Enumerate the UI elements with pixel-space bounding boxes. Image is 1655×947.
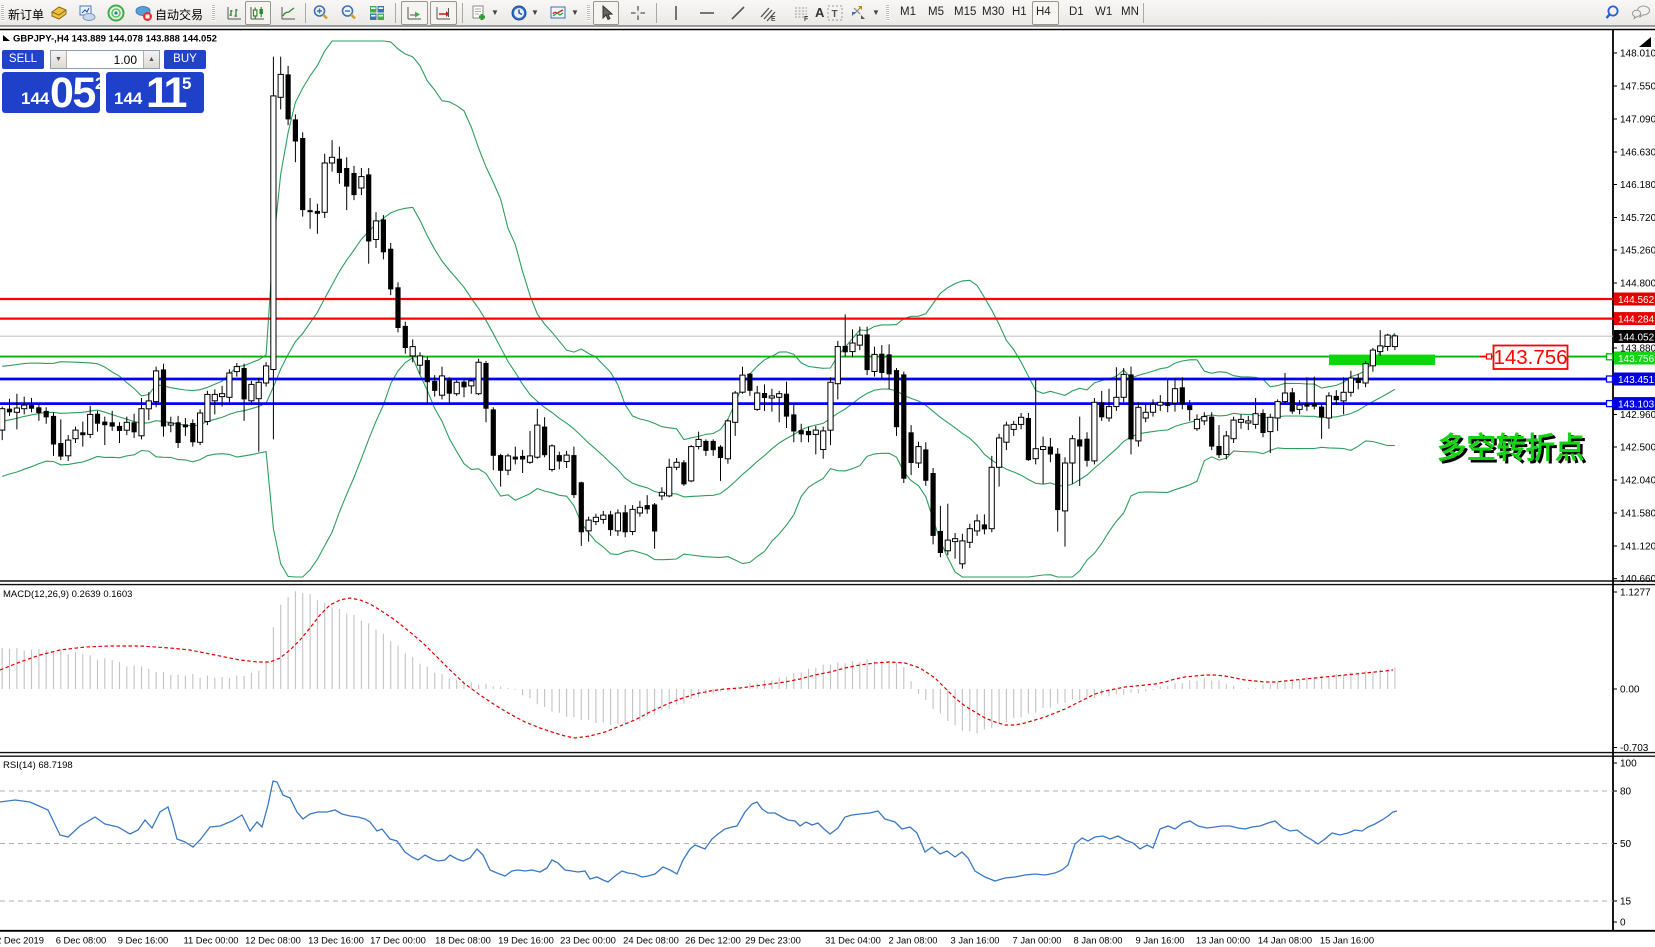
svg-text:50: 50 [1620,839,1632,850]
svg-text:11 Dec 00:00: 11 Dec 00:00 [183,935,238,946]
svg-text:23 Dec 00:00: 23 Dec 00:00 [560,935,616,946]
svg-text:14 Jan 08:00: 14 Jan 08:00 [1258,935,1312,946]
svg-text:19 Dec 16:00: 19 Dec 16:00 [498,935,554,946]
svg-text:143.756: 143.756 [1493,346,1567,369]
svg-text:142.040: 142.040 [1620,476,1655,487]
svg-text:143.451: 143.451 [1618,375,1655,386]
svg-text:141.580: 141.580 [1620,509,1655,520]
svg-text:2 Jan 08:00: 2 Jan 08:00 [889,935,938,946]
svg-text:145.260: 145.260 [1620,246,1655,257]
svg-text:9 Dec 16:00: 9 Dec 16:00 [118,935,169,946]
svg-text:144.052: 144.052 [1618,332,1655,343]
svg-text:0.00: 0.00 [1620,685,1640,696]
svg-text:144.562: 144.562 [1618,295,1655,306]
svg-text:146.630: 146.630 [1620,148,1655,159]
svg-text:7 Jan 00:00: 7 Jan 00:00 [1013,935,1062,946]
svg-text:GBPJPY-,H4 143.889 144.078 14: GBPJPY-,H4 143.889 144.078 143.888 144.0… [13,34,217,45]
svg-text:T: T [832,9,838,20]
svg-text:3 Jan 16:00: 3 Jan 16:00 [951,935,1000,946]
svg-text:8 Jan 08:00: 8 Jan 08:00 [1074,935,1123,946]
svg-text:2 Dec 2019: 2 Dec 2019 [0,935,44,946]
svg-text:RSI(14) 68.7198: RSI(14) 68.7198 [3,760,73,771]
svg-text:0: 0 [1620,918,1626,929]
svg-text:26 Dec 12:00: 26 Dec 12:00 [685,935,741,946]
svg-text:15: 15 [1620,897,1632,908]
svg-text:141.120: 141.120 [1620,542,1655,553]
svg-text:146.180: 146.180 [1620,180,1655,191]
svg-text:-0.703: -0.703 [1620,743,1649,754]
svg-text:142.960: 142.960 [1620,410,1655,421]
svg-text:E: E [771,16,776,22]
svg-text:147.090: 147.090 [1620,115,1655,126]
svg-text:31 Dec 04:00: 31 Dec 04:00 [825,935,881,946]
svg-text:80: 80 [1620,787,1632,798]
svg-text:13 Jan 00:00: 13 Jan 00:00 [1196,935,1250,946]
svg-text:9 Jan 16:00: 9 Jan 16:00 [1136,935,1185,946]
svg-text:143.103: 143.103 [1618,399,1655,410]
svg-text:144.800: 144.800 [1620,279,1655,290]
svg-text:142.500: 142.500 [1620,443,1655,454]
svg-text:1.1277: 1.1277 [1620,588,1651,599]
svg-text:15 Jan 16:00: 15 Jan 16:00 [1320,935,1374,946]
svg-text:6 Dec 08:00: 6 Dec 08:00 [56,935,107,946]
svg-text:143.756: 143.756 [1618,354,1655,365]
svg-text:12 Dec 08:00: 12 Dec 08:00 [245,935,301,946]
svg-text:144.284: 144.284 [1618,314,1655,325]
svg-text:147.550: 147.550 [1620,82,1655,93]
svg-text:29 Dec 23:00: 29 Dec 23:00 [745,935,801,946]
svg-text:MACD(12,26,9) 0.2639 0.1603: MACD(12,26,9) 0.2639 0.1603 [3,589,132,600]
svg-text:145.720: 145.720 [1620,213,1655,224]
svg-text:24 Dec 08:00: 24 Dec 08:00 [623,935,679,946]
svg-text:F: F [804,16,808,22]
svg-text:140.660: 140.660 [1620,574,1655,585]
svg-text:13 Dec 16:00: 13 Dec 16:00 [308,935,364,946]
svg-text:17 Dec 00:00: 17 Dec 00:00 [370,935,426,946]
svg-text:148.010: 148.010 [1620,49,1655,60]
svg-text:18 Dec 08:00: 18 Dec 08:00 [435,935,491,946]
svg-text:143.880: 143.880 [1620,344,1655,355]
svg-text:100: 100 [1620,759,1637,770]
svg-text:多空转折点: 多空转折点 [1437,432,1585,465]
